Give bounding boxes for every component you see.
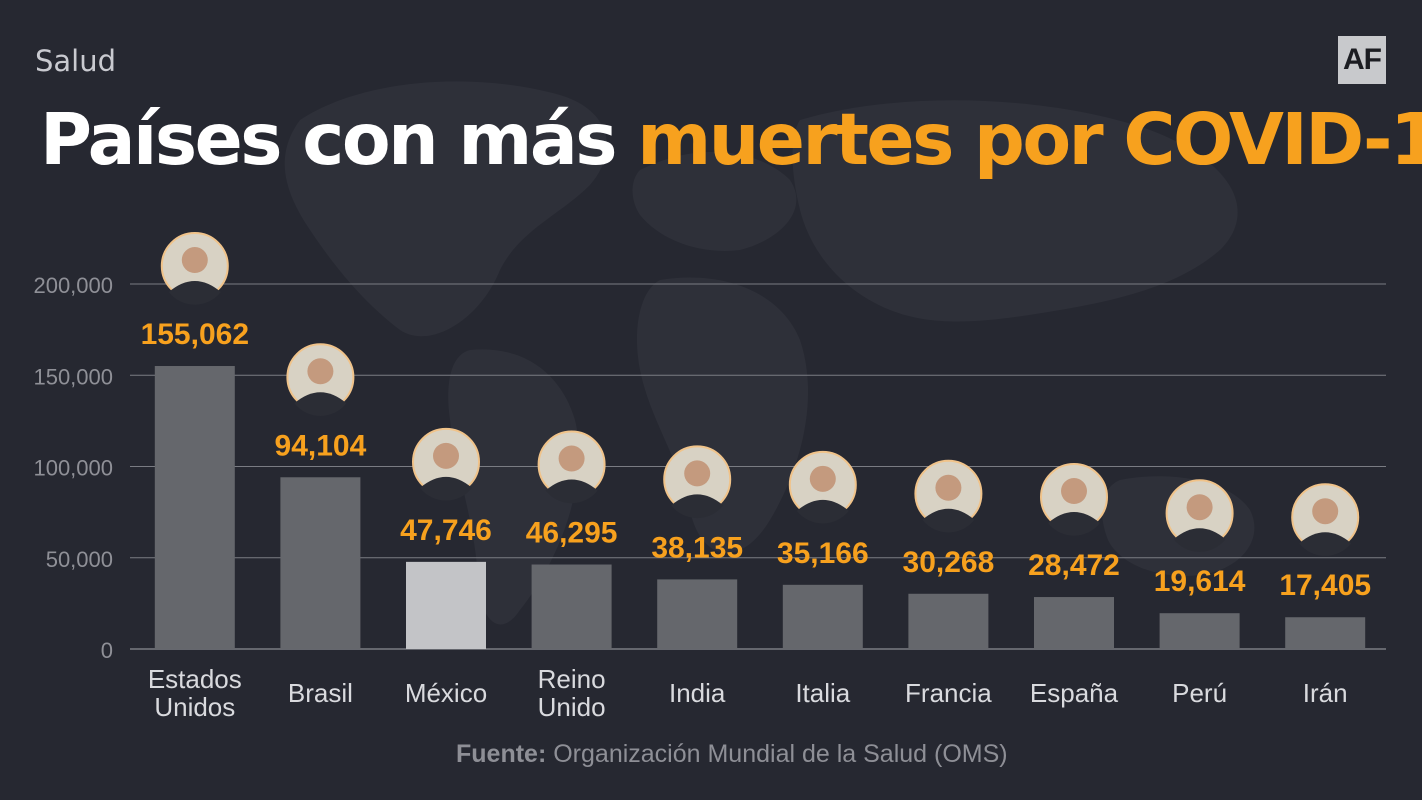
value-label: 19,614 (1154, 565, 1246, 598)
bar (1034, 597, 1114, 649)
portrait-face (809, 465, 836, 492)
bar (406, 561, 486, 649)
portrait-face (181, 247, 208, 274)
value-label: 35,166 (777, 537, 869, 570)
bar (531, 564, 612, 649)
portrait-suit (294, 392, 347, 416)
portrait-suit (1173, 528, 1226, 552)
value-label: 46,295 (526, 517, 618, 550)
y-tick-label: 50,000 (46, 547, 113, 572)
category-label: Perú (1172, 678, 1227, 708)
category-label: Estados (148, 664, 242, 694)
portrait-suit (545, 479, 598, 504)
category-label: India (669, 678, 726, 708)
portrait-face (1186, 494, 1213, 521)
bar (154, 366, 235, 649)
portrait-suit (1048, 512, 1100, 536)
category-label: Italia (795, 678, 850, 708)
y-tick-label: 200,000 (33, 273, 113, 298)
y-tick-label: 0 (101, 638, 113, 663)
source-label: Fuente: (456, 740, 547, 768)
source-text: Organización Mundial de la Salud (OMS) (553, 740, 1008, 768)
category-label: Reino (538, 664, 606, 694)
y-tick-label: 100,000 (33, 456, 113, 481)
portrait-face (935, 474, 962, 501)
bar (1159, 613, 1240, 649)
portrait-face (1061, 478, 1087, 505)
portrait-face (684, 460, 711, 487)
value-label: 17,405 (1279, 569, 1371, 602)
title-white-part: Países con más (40, 98, 618, 181)
portrait-face (307, 358, 334, 385)
bar (782, 584, 863, 649)
y-tick-label: 150,000 (33, 364, 113, 389)
portrait-suit (168, 281, 221, 305)
category-label: Unido (538, 692, 606, 722)
portrait-face (1312, 498, 1339, 525)
page-title: Países con más muertes por COVID-19 (40, 104, 1422, 175)
bar (908, 593, 989, 649)
category-label: España (1030, 678, 1119, 708)
bar (280, 477, 361, 649)
value-label: 47,746 (400, 514, 492, 547)
bar (1285, 617, 1366, 649)
category-label: México (405, 678, 487, 708)
title-orange-part: muertes por COVID-19 (637, 98, 1422, 181)
af-logo: AF (1338, 36, 1386, 84)
portrait-suit (1299, 532, 1352, 556)
value-label: 28,472 (1028, 549, 1120, 582)
value-label: 94,104 (275, 429, 367, 462)
category-label: Brasil (288, 678, 353, 708)
value-label: 38,135 (651, 531, 743, 564)
portrait-suit (796, 499, 849, 524)
portrait-suit (420, 476, 472, 501)
source-note: Fuente: Organización Mundial de la Salud… (456, 740, 1008, 769)
portrait-suit (922, 508, 975, 533)
value-label: 155,062 (141, 318, 249, 351)
value-label: 30,268 (903, 546, 995, 579)
category-label: Francia (905, 678, 992, 708)
portrait-face (558, 445, 585, 472)
portrait-face (433, 442, 459, 469)
category-label: Irán (1303, 678, 1348, 708)
category-label: Unidos (154, 692, 235, 722)
section-label: Salud (35, 44, 117, 78)
portrait-suit (671, 494, 724, 519)
bar (657, 579, 738, 649)
